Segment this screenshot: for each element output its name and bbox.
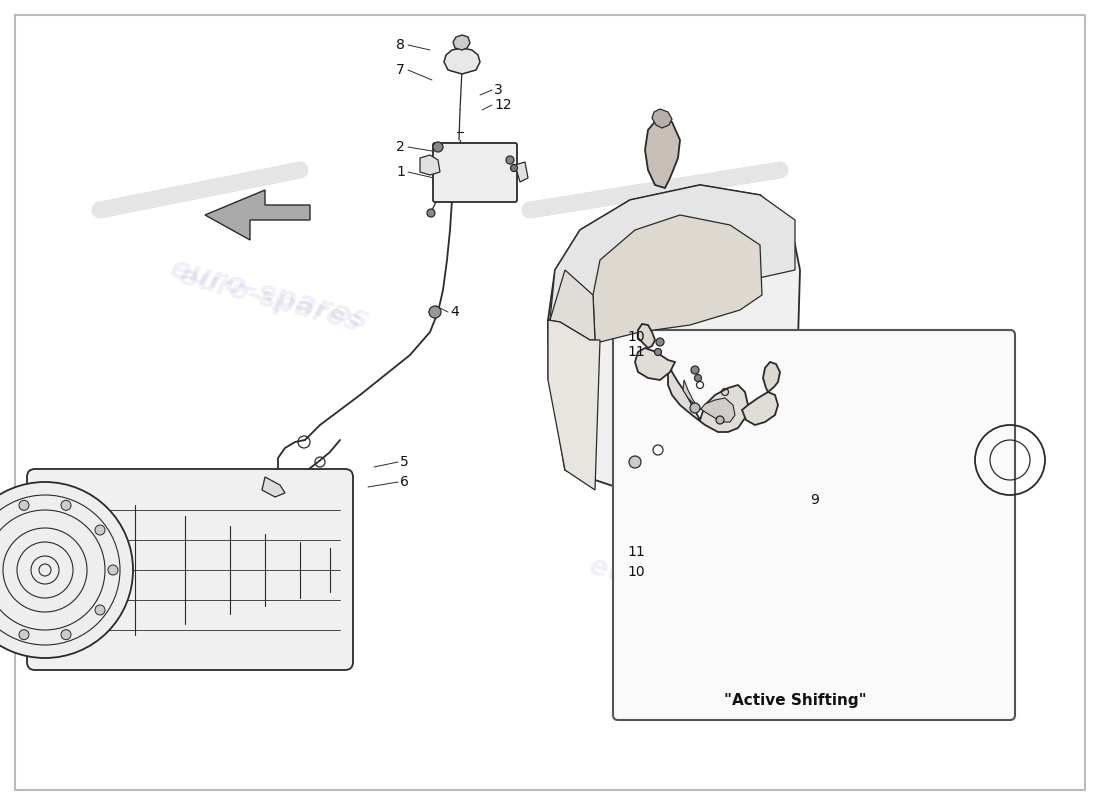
- Circle shape: [95, 605, 104, 615]
- Polygon shape: [548, 185, 800, 490]
- Text: 2: 2: [396, 140, 405, 154]
- Polygon shape: [548, 320, 600, 490]
- Text: 10: 10: [627, 330, 645, 344]
- Text: 5: 5: [400, 455, 409, 469]
- Circle shape: [656, 338, 664, 346]
- Polygon shape: [262, 477, 285, 497]
- Text: euro-spares: euro-spares: [678, 559, 883, 641]
- Polygon shape: [550, 185, 795, 322]
- Text: 6: 6: [400, 475, 409, 489]
- Circle shape: [427, 209, 434, 217]
- Polygon shape: [638, 324, 654, 348]
- Text: 8: 8: [396, 38, 405, 52]
- FancyBboxPatch shape: [433, 143, 517, 202]
- Text: euro-spares: euro-spares: [586, 262, 774, 338]
- Text: 9: 9: [810, 493, 818, 507]
- Text: 11: 11: [627, 345, 645, 359]
- Circle shape: [19, 630, 29, 640]
- Circle shape: [95, 525, 104, 535]
- Circle shape: [716, 416, 724, 424]
- Circle shape: [506, 156, 514, 164]
- Text: 12: 12: [494, 98, 512, 112]
- Text: euro-spares: euro-spares: [176, 262, 364, 338]
- Polygon shape: [515, 162, 528, 182]
- Polygon shape: [444, 48, 480, 74]
- Polygon shape: [420, 155, 440, 175]
- Polygon shape: [668, 360, 748, 432]
- Text: 1: 1: [396, 165, 405, 179]
- Text: "Active Shifting": "Active Shifting": [724, 693, 867, 707]
- Polygon shape: [453, 35, 470, 50]
- Text: euro-spares: euro-spares: [586, 552, 774, 628]
- Text: 10: 10: [627, 565, 645, 579]
- Polygon shape: [593, 215, 762, 342]
- Circle shape: [60, 630, 72, 640]
- Polygon shape: [205, 190, 310, 240]
- Polygon shape: [683, 380, 735, 422]
- Polygon shape: [635, 348, 675, 380]
- Circle shape: [108, 565, 118, 575]
- Polygon shape: [548, 270, 595, 380]
- FancyBboxPatch shape: [613, 330, 1015, 720]
- Circle shape: [433, 142, 443, 152]
- Circle shape: [60, 500, 72, 510]
- Circle shape: [19, 500, 29, 510]
- Circle shape: [429, 306, 441, 318]
- Circle shape: [0, 482, 133, 658]
- Circle shape: [694, 374, 702, 382]
- Circle shape: [654, 349, 661, 355]
- Polygon shape: [742, 392, 778, 425]
- Text: 7: 7: [396, 63, 405, 77]
- Text: 4: 4: [450, 305, 459, 319]
- Polygon shape: [763, 362, 780, 392]
- FancyBboxPatch shape: [28, 469, 353, 670]
- Text: euro-spares: euro-spares: [578, 254, 783, 335]
- Circle shape: [510, 165, 517, 171]
- Polygon shape: [645, 118, 680, 188]
- Circle shape: [629, 456, 641, 468]
- Circle shape: [690, 403, 700, 413]
- Text: 11: 11: [627, 545, 645, 559]
- Circle shape: [691, 366, 698, 374]
- Polygon shape: [652, 109, 672, 128]
- Text: euro-spares: euro-spares: [167, 254, 373, 335]
- Text: 3: 3: [494, 83, 503, 97]
